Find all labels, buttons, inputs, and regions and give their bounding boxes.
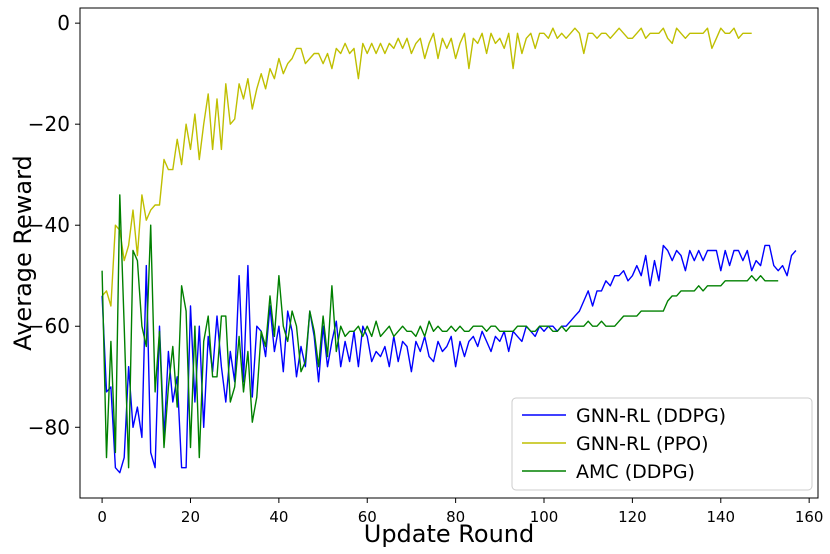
- series-line-1: [101, 244, 797, 474]
- y-tick-label: −60: [28, 314, 70, 338]
- x-tick-label: 100: [530, 508, 559, 526]
- series-line-3: [101, 194, 779, 469]
- legend-label: GNN-RL (DDPG): [576, 405, 726, 427]
- y-axis-title: Average Reward: [9, 155, 37, 351]
- x-tick-label: 20: [181, 508, 200, 526]
- x-axis: 0 20 40 60 80 100 120 140 160: [97, 498, 823, 526]
- y-axis: 0 −20 −40 −60 −80: [28, 11, 80, 439]
- legend-label: GNN-RL (PPO): [576, 433, 709, 455]
- legend-box: [511, 397, 813, 491]
- x-tick-label: 40: [269, 508, 288, 526]
- series-line-2: [101, 27, 752, 307]
- plot-frame: [79, 7, 819, 499]
- x-tick-label: 160: [795, 508, 824, 526]
- series-layer: [101, 27, 797, 474]
- y-tick-label: −40: [28, 213, 70, 237]
- x-tick-label: 80: [446, 508, 465, 526]
- x-tick-label: 140: [706, 508, 735, 526]
- x-tick-label: 120: [618, 508, 647, 526]
- x-tick-label: 0: [97, 508, 107, 526]
- x-tick-label: 60: [358, 508, 377, 526]
- legend: GNN-RL (DDPG) GNN-RL (PPO) AMC (DDPG): [511, 397, 813, 491]
- y-tick-label: −80: [28, 415, 70, 439]
- y-tick-label: −20: [28, 112, 70, 136]
- legend-label: AMC (DDPG): [576, 461, 695, 483]
- x-axis-title: Update Round: [364, 520, 534, 548]
- y-tick-label: 0: [57, 11, 70, 35]
